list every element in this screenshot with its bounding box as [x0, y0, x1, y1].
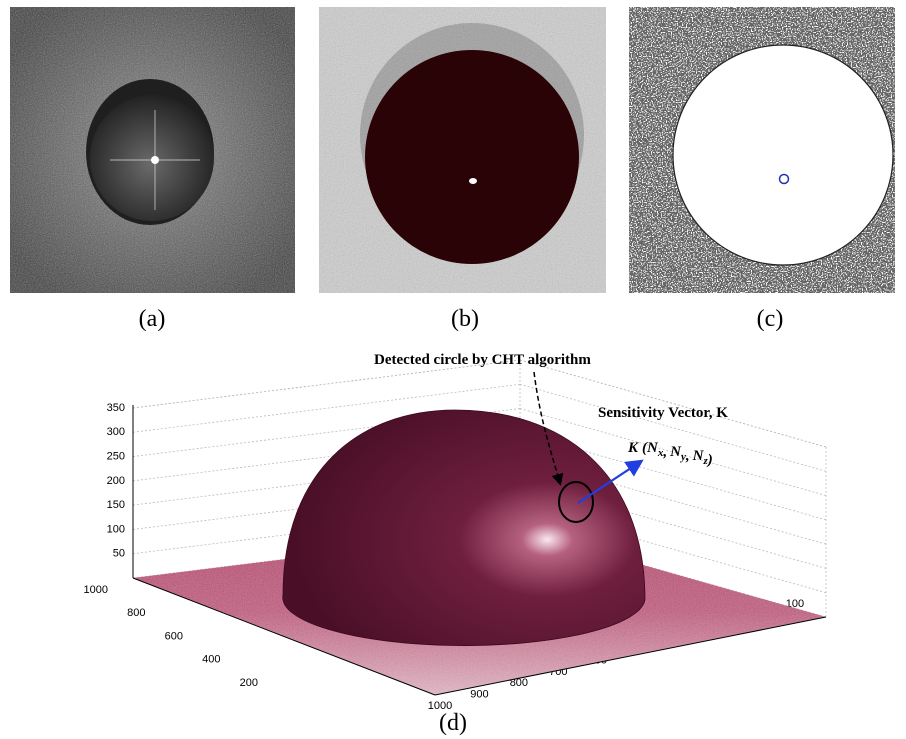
z-tick-label: 50 [113, 548, 125, 560]
panel-a-image [10, 7, 295, 293]
z-tick-label: 300 [107, 426, 125, 438]
annotation: Detected circle by CHT algorithm [374, 352, 591, 368]
z-tick-label: 200 [107, 475, 125, 487]
z-tick-label: 350 [107, 402, 125, 414]
surface [133, 410, 826, 695]
y-tick-label: 600 [165, 630, 183, 642]
z-tick-label: 250 [107, 450, 125, 462]
grid-line [520, 360, 826, 447]
x-tick-label: 900 [470, 689, 488, 701]
page: (a) (b) (c) (d) 350 300 250 200 150 100 50 1000… [0, 0, 906, 739]
vector-label: K(Nx,Ny,Nz) [627, 440, 713, 468]
vector-label-part: K [627, 440, 639, 456]
panel-label: (c) [757, 306, 784, 332]
vector-label-part: , [662, 444, 667, 460]
panel-label: (b) [451, 306, 479, 332]
vector-label-part: , [685, 448, 690, 464]
annotation: Sensitivity Vector, K [598, 405, 728, 421]
panel-label: (a) [139, 306, 166, 332]
y-tick-label: 800 [127, 607, 145, 619]
vector-label-part: ) [706, 452, 713, 468]
z-tick-label: 100 [107, 523, 125, 535]
panel-c-image [629, 7, 895, 293]
y-tick-label: 400 [202, 654, 220, 666]
panel-b-image [319, 7, 606, 293]
y-tick-label: 1000 [84, 584, 108, 596]
y-tick-label: 200 [240, 677, 258, 689]
figure: (a) (b) (c) (d) 350 300 250 200 150 100 50 1000… [0, 0, 906, 739]
panel-label: (d) [439, 710, 467, 736]
z-tick-label: 150 [107, 499, 125, 511]
x-tick-label: 1000 [428, 700, 452, 712]
